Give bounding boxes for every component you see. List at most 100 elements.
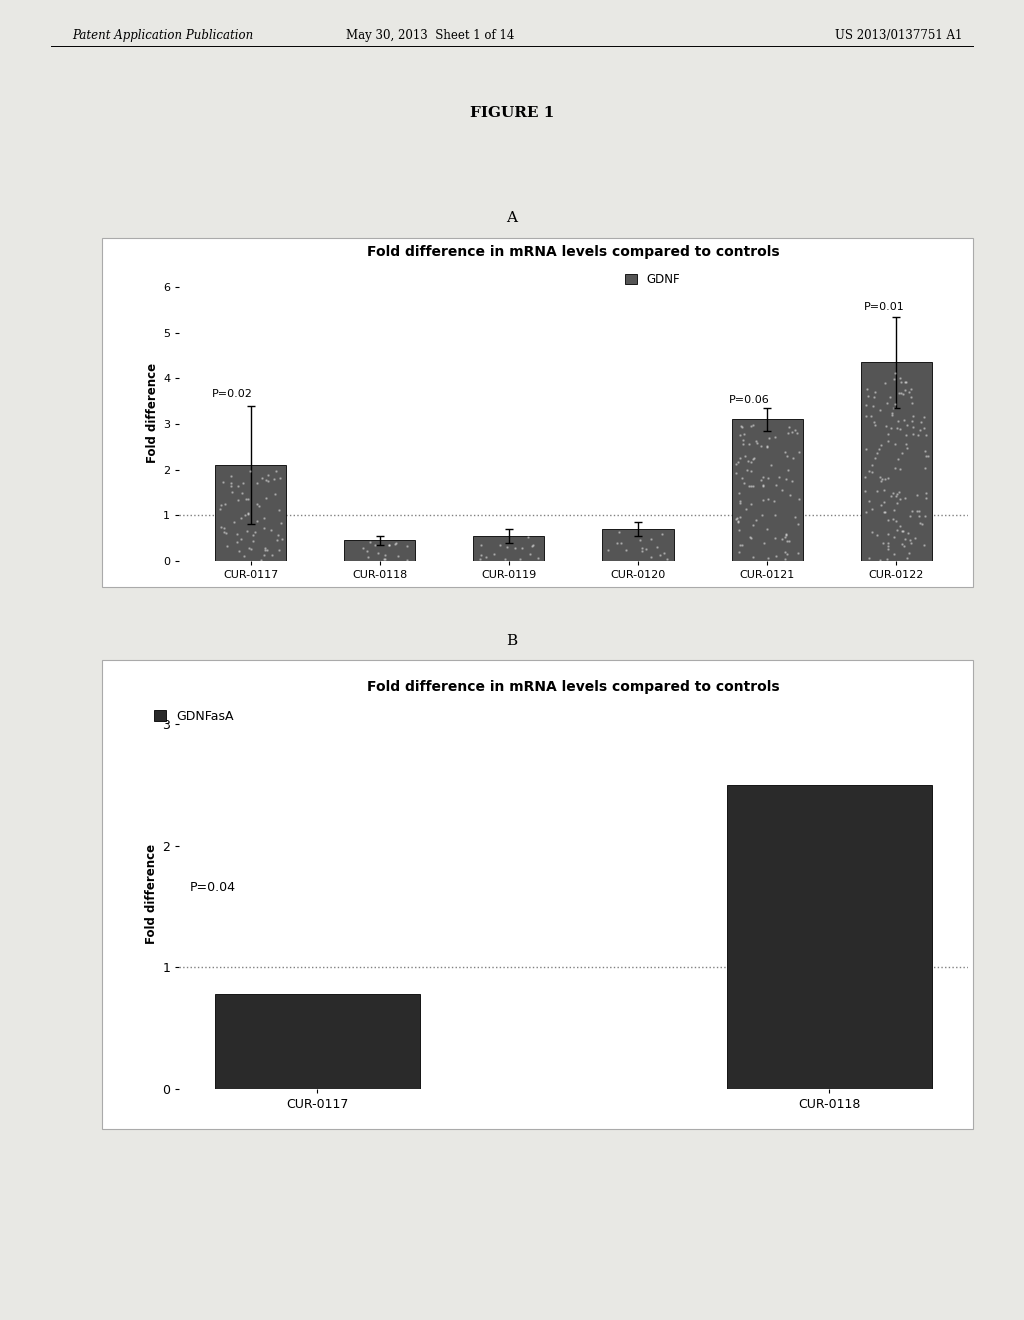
Point xyxy=(241,523,257,544)
Point xyxy=(884,417,900,438)
Point xyxy=(787,414,804,436)
Point xyxy=(644,531,660,552)
Point xyxy=(240,467,256,488)
Point xyxy=(787,453,804,474)
Point xyxy=(751,418,767,440)
Point xyxy=(918,364,934,385)
Point xyxy=(780,465,797,486)
Title: Fold difference in mRNA levels compared to controls: Fold difference in mRNA levels compared … xyxy=(368,244,779,259)
Point xyxy=(255,459,271,480)
Point xyxy=(744,524,761,545)
Point xyxy=(613,524,630,545)
Point xyxy=(743,504,760,525)
Point xyxy=(727,533,743,554)
Point xyxy=(788,504,805,525)
Point xyxy=(777,549,794,570)
Point xyxy=(866,466,883,487)
Point xyxy=(886,473,902,494)
Point xyxy=(362,549,379,570)
Point xyxy=(889,425,905,446)
Point xyxy=(902,364,919,385)
Point xyxy=(870,544,887,565)
Point xyxy=(759,549,775,570)
Point xyxy=(265,469,282,490)
Point xyxy=(859,470,876,491)
Point xyxy=(879,433,895,454)
Point xyxy=(760,537,776,558)
Point xyxy=(215,459,231,480)
Point xyxy=(902,381,919,403)
Point xyxy=(221,498,238,519)
Point xyxy=(874,549,891,570)
Point xyxy=(868,541,885,562)
Text: A: A xyxy=(507,211,517,226)
Point xyxy=(889,375,905,396)
Point xyxy=(918,430,934,451)
Text: P=0.06: P=0.06 xyxy=(728,395,769,405)
Point xyxy=(351,536,368,557)
Point xyxy=(658,531,675,552)
Point xyxy=(771,524,787,545)
Point xyxy=(741,447,758,469)
Point xyxy=(266,483,283,504)
Point xyxy=(742,520,759,541)
Point xyxy=(483,545,500,566)
Point xyxy=(881,499,897,520)
Point xyxy=(916,375,933,396)
Point xyxy=(755,528,771,549)
Legend: GDNF: GDNF xyxy=(625,273,680,286)
Point xyxy=(227,478,244,499)
Point xyxy=(885,517,901,539)
Point xyxy=(873,470,890,491)
Point xyxy=(733,537,750,558)
Point xyxy=(874,393,891,414)
Point xyxy=(859,500,876,521)
Point xyxy=(636,546,652,568)
Point xyxy=(920,524,936,545)
Point xyxy=(911,506,928,527)
Point xyxy=(225,548,242,569)
Point xyxy=(889,417,905,438)
Point xyxy=(905,517,922,539)
Point xyxy=(902,387,919,408)
Point xyxy=(349,531,366,552)
Point xyxy=(220,517,237,539)
Point xyxy=(263,529,280,550)
Point xyxy=(370,543,386,564)
Point xyxy=(772,500,788,521)
Point xyxy=(249,520,265,541)
Point xyxy=(870,539,887,560)
Point xyxy=(259,466,275,487)
Point xyxy=(758,527,774,548)
Point xyxy=(894,381,910,403)
Point xyxy=(660,529,677,550)
Point xyxy=(520,543,537,564)
Point xyxy=(219,546,236,568)
Bar xyxy=(215,465,286,561)
Point xyxy=(866,492,883,513)
Point xyxy=(256,541,272,562)
Point xyxy=(241,531,257,552)
Point xyxy=(905,441,922,462)
Point xyxy=(899,470,915,491)
Point xyxy=(757,453,773,474)
Point xyxy=(251,473,267,494)
Point xyxy=(212,523,228,544)
Point xyxy=(264,495,281,516)
Point xyxy=(865,405,882,426)
Point xyxy=(783,521,800,543)
Point xyxy=(782,541,799,562)
Point xyxy=(776,484,793,506)
Point xyxy=(217,531,233,552)
Point xyxy=(348,539,365,560)
Point xyxy=(903,500,920,521)
Point xyxy=(232,529,249,550)
Point xyxy=(355,537,372,558)
Point xyxy=(761,457,777,478)
Point xyxy=(750,491,766,512)
Point xyxy=(744,422,761,444)
Bar xyxy=(215,994,420,1089)
Point xyxy=(871,360,888,381)
Point xyxy=(865,376,882,397)
Point xyxy=(490,539,507,560)
